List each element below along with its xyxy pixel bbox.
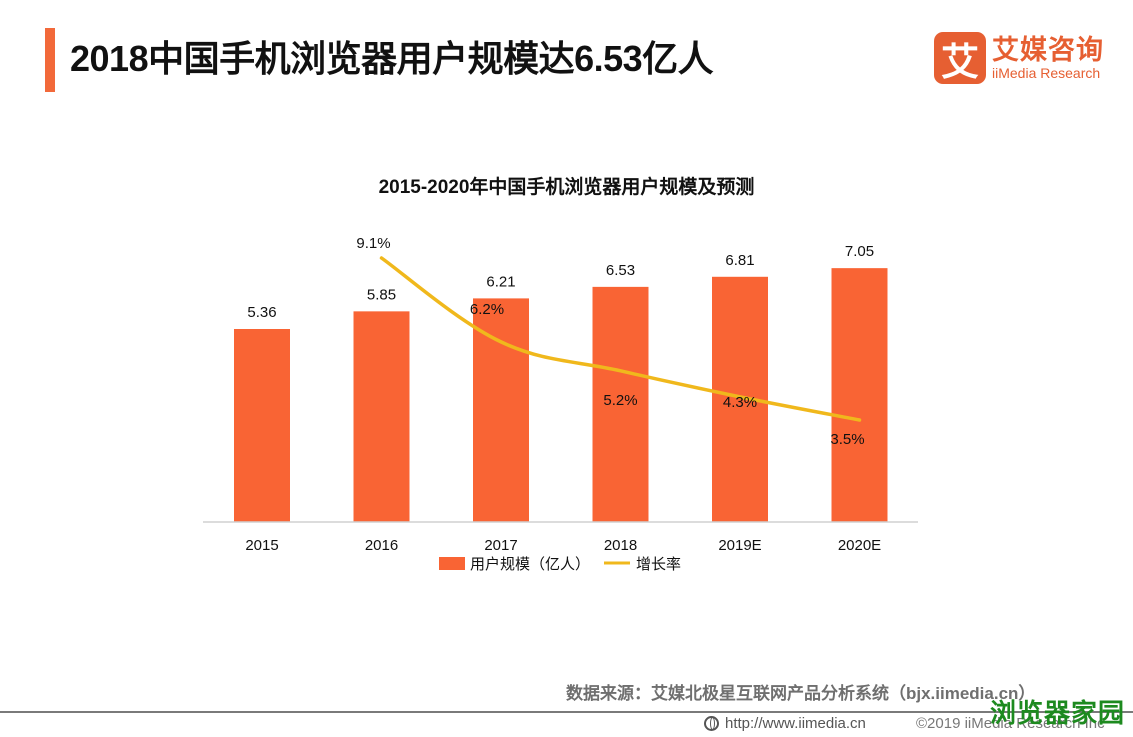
logo-english-name: iiMedia Research xyxy=(992,65,1101,81)
legend: 用户规模（亿人） 增长率 xyxy=(439,556,681,573)
chart-title: 2015-2020年中国手机浏览器用户规模及预测 xyxy=(378,177,755,198)
bar-value-label: 5.36 xyxy=(247,304,276,321)
x-tick-label: 2017 xyxy=(484,537,517,554)
watermark: 浏览器家园 xyxy=(990,698,1126,728)
page-title: 2018中国手机浏览器用户规模达6.53亿人 xyxy=(70,38,714,79)
bar-value-label: 6.21 xyxy=(486,273,515,290)
x-tick-label: 2018 xyxy=(604,537,637,554)
x-tick-label: 2015 xyxy=(245,537,278,554)
legend-label-user-scale: 用户规模（亿人） xyxy=(470,556,590,573)
growth-rate-line xyxy=(379,256,862,422)
chart: 5.36 2015 5.85 2016 9.1% 6.21 2017 6.2% 6.53 2018… xyxy=(203,235,918,573)
growth-rate-label: 3.5% xyxy=(830,431,864,448)
bar-value-label: 6.81 xyxy=(725,252,754,269)
bar-value-label: 6.53 xyxy=(606,262,635,279)
bar-2016 xyxy=(353,311,410,522)
bar-2020E xyxy=(831,268,888,522)
iimedia-logo: 艾 艾媒咨询 iiMedia Research xyxy=(934,32,1104,84)
footer-copyright: ©2019 iiMedia Research Inc xyxy=(916,715,1105,732)
bar-2017 xyxy=(473,298,529,522)
legend-label-growth-rate: 增长率 xyxy=(636,556,681,573)
globe-icon xyxy=(704,716,719,731)
data-source: 数据来源：艾媒北极星互联网产品分析系统（bjx.iimedia.cn） xyxy=(566,684,1036,703)
bar-value-label: 5.85 xyxy=(367,286,396,303)
logo-mark-icon: 艾 xyxy=(934,32,986,84)
x-tick-label: 2016 xyxy=(365,537,398,554)
bar-value-label: 7.05 xyxy=(845,243,874,260)
growth-rate-label: 4.3% xyxy=(723,394,757,411)
footer-url[interactable]: http://www.iimedia.cn xyxy=(704,715,866,732)
growth-rate-label: 6.2% xyxy=(470,301,504,318)
bar-2015 xyxy=(234,329,290,522)
bar-2018 xyxy=(592,286,649,522)
logo-chinese-name: 艾媒咨询 xyxy=(992,35,1104,65)
x-tick-label: 2020E xyxy=(838,537,881,554)
footer-divider xyxy=(0,711,1133,713)
legend-swatch-user-scale xyxy=(439,557,465,570)
x-tick-label: 2019E xyxy=(718,537,761,554)
footer-url-text[interactable]: http://www.iimedia.cn xyxy=(725,715,866,732)
growth-rate-label: 9.1% xyxy=(356,235,390,252)
title-accent-bar xyxy=(45,28,55,92)
growth-rate-label: 5.2% xyxy=(603,392,637,409)
